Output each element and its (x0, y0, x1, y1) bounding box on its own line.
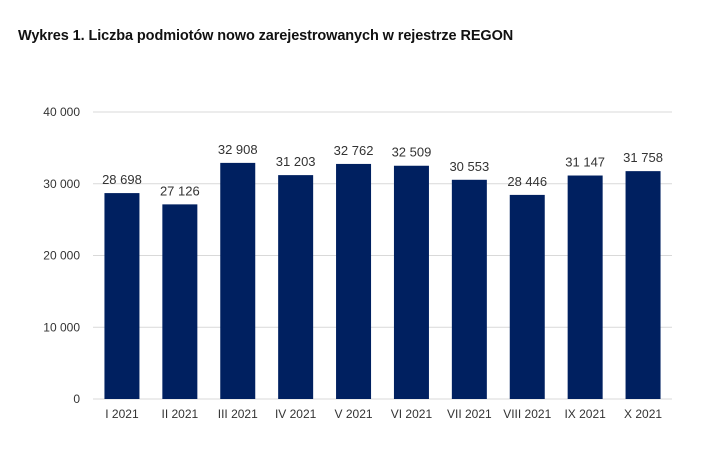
x-tick-label: IX 2021 (564, 407, 606, 421)
data-label: 27 126 (160, 183, 200, 198)
data-label: 31 147 (565, 155, 605, 170)
data-label: 30 553 (449, 159, 489, 174)
x-tick-label: VI 2021 (391, 407, 433, 421)
y-axis-tick-labels: 0 10 000 20 000 30 000 40 000 (43, 105, 80, 406)
y-tick-label: 30 000 (43, 177, 80, 191)
data-label: 32 762 (334, 143, 374, 158)
bar (278, 175, 314, 399)
bar (567, 175, 603, 399)
data-label: 28 698 (102, 172, 142, 187)
bar (393, 165, 429, 399)
bar (162, 204, 198, 399)
bars (104, 162, 661, 399)
bar (220, 162, 256, 399)
x-tick-label: VIII 2021 (503, 407, 551, 421)
bar (104, 193, 140, 399)
data-label: 32 908 (218, 142, 258, 157)
y-tick-label: 10 000 (43, 320, 80, 334)
data-label: 31 203 (276, 154, 316, 169)
bar (336, 163, 372, 399)
data-label: 31 758 (623, 150, 663, 165)
data-label: 32 509 (392, 145, 432, 160)
x-tick-label: X 2021 (624, 407, 662, 421)
x-tick-label: II 2021 (161, 407, 198, 421)
y-tick-label: 20 000 (43, 249, 80, 263)
x-tick-label: V 2021 (335, 407, 373, 421)
data-label: 28 446 (507, 174, 547, 189)
x-tick-label: I 2021 (105, 407, 139, 421)
data-labels: 28 698 27 126 32 908 31 203 32 762 32 509 30 5… (102, 142, 663, 198)
y-tick-label: 0 (73, 392, 80, 406)
y-tick-label: 40 000 (43, 105, 80, 119)
x-tick-label: III 2021 (218, 407, 258, 421)
x-tick-label: VII 2021 (447, 407, 492, 421)
bar (509, 194, 545, 399)
x-tick-label: IV 2021 (275, 407, 317, 421)
x-axis-tick-labels: I 2021 II 2021 III 2021 IV 2021 V 2021 VI 202… (105, 407, 662, 421)
bar (625, 171, 661, 399)
bar (451, 179, 487, 399)
chart-title: Wykres 1. Liczba podmiotów nowo zarejest… (18, 28, 514, 44)
